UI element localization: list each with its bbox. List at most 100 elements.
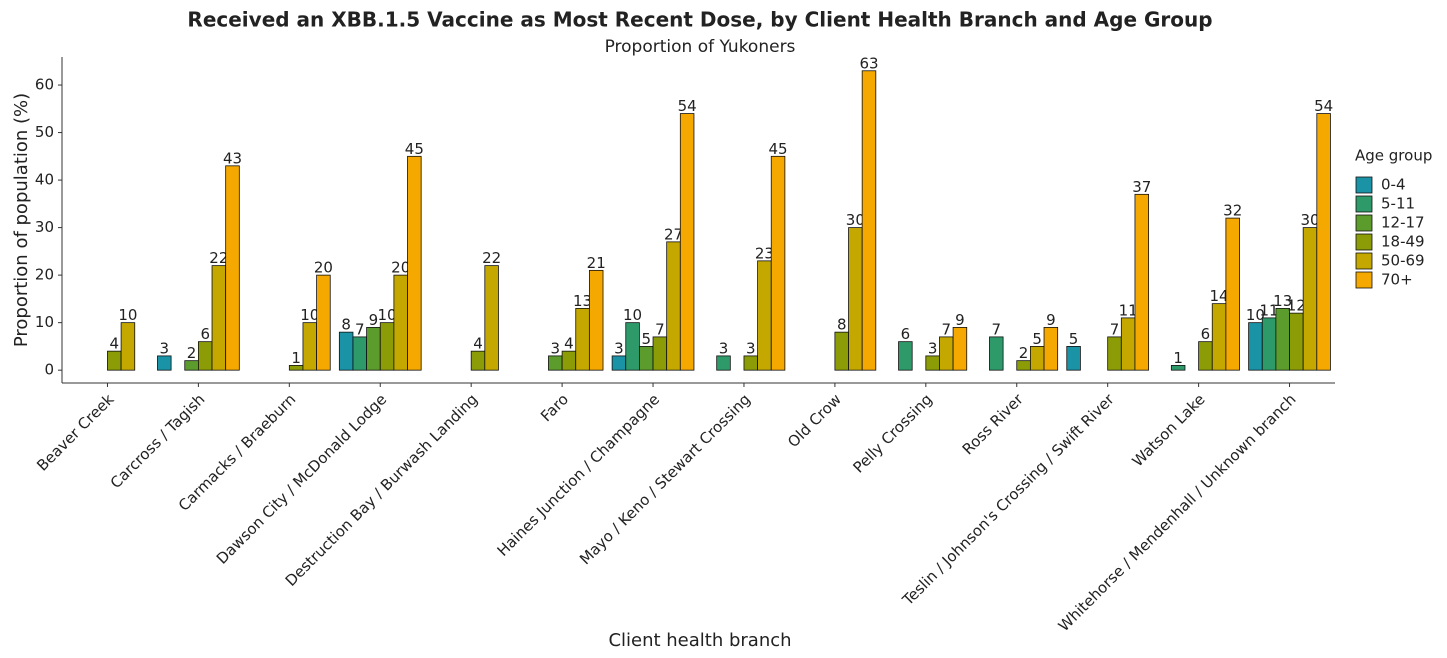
value-label: 10 — [378, 306, 397, 324]
bar — [107, 350, 122, 371]
value-label: 10 — [623, 306, 642, 324]
x-tick-label: Destruction Bay / Burwash Landing — [282, 390, 482, 590]
bar — [1043, 326, 1059, 371]
value-label: 9 — [369, 311, 379, 329]
value-label: 13 — [573, 292, 592, 310]
bar — [1120, 317, 1136, 371]
value-label: 3 — [719, 339, 729, 357]
value-label: 4 — [473, 335, 483, 353]
value-label: 5 — [641, 330, 651, 348]
bar — [1134, 193, 1149, 371]
bar — [1170, 365, 1186, 371]
x-tick-label: Teslin / Johnson's Crossing / Swift Rive… — [898, 390, 1118, 610]
bar — [1289, 312, 1304, 371]
value-label: 8 — [837, 316, 847, 334]
y-tick-label: 50 — [35, 123, 54, 141]
legend-label: 5-11 — [1381, 195, 1415, 213]
value-label: 30 — [1300, 211, 1319, 229]
bar — [1225, 217, 1240, 371]
bar — [611, 355, 627, 371]
bar — [407, 155, 422, 371]
legend-label: 70+ — [1381, 271, 1413, 289]
x-tick-label: Old Crow — [784, 390, 845, 451]
value-label: 7 — [355, 320, 365, 338]
value-label: 4 — [564, 335, 574, 353]
value-label: 1 — [1173, 349, 1183, 367]
value-label: 3 — [928, 339, 938, 357]
value-label: 43 — [223, 149, 242, 167]
bar — [575, 307, 590, 371]
x-tick-label: Carcross / Tagish — [107, 390, 209, 492]
bar — [1261, 317, 1277, 371]
chart-subtitle: Proportion of Yukoners — [605, 37, 796, 57]
bar — [157, 355, 172, 371]
y-tick-label: 30 — [35, 218, 54, 236]
legend-swatch — [1355, 176, 1373, 194]
x-tick-label: Dawson City / McDonald Lodge — [213, 390, 390, 567]
bar — [848, 227, 863, 371]
value-label: 2 — [1019, 344, 1029, 362]
bar — [211, 265, 227, 371]
value-label: 10 — [118, 306, 137, 324]
bar — [1248, 322, 1263, 371]
value-label: 20 — [314, 259, 333, 277]
value-label: 63 — [859, 54, 878, 72]
bar — [366, 326, 381, 371]
bar — [197, 341, 213, 371]
value-label: 4 — [110, 335, 120, 353]
y-tick-label: 10 — [35, 313, 54, 331]
value-label: 2 — [187, 344, 197, 362]
value-label: 23 — [755, 244, 774, 262]
value-label: 1 — [291, 349, 301, 367]
value-label: 11 — [1260, 301, 1279, 319]
bar — [302, 322, 318, 371]
bar — [925, 355, 940, 371]
bar — [225, 165, 240, 371]
value-label: 5 — [1069, 330, 1079, 348]
bar — [952, 326, 968, 371]
legend-swatch — [1355, 214, 1373, 232]
bar — [561, 350, 577, 371]
legend-label: 50-69 — [1381, 252, 1425, 270]
bar — [1211, 303, 1227, 371]
legend-swatch — [1355, 195, 1373, 213]
x-tick-label: Pelly Crossing — [850, 390, 936, 476]
bar — [757, 260, 772, 371]
value-label: 45 — [769, 140, 788, 158]
x-tick-label: Ross River — [959, 390, 1028, 459]
value-label: 10 — [300, 306, 319, 324]
y-tick-label: 40 — [35, 171, 54, 189]
bar — [1107, 336, 1122, 371]
value-label: 7 — [942, 320, 952, 338]
legend-title: Age group — [1355, 147, 1432, 165]
legend-label: 18-49 — [1381, 233, 1425, 251]
x-axis-title: Client health branch — [608, 630, 791, 651]
value-label: 14 — [1210, 287, 1229, 305]
value-label: 3 — [614, 339, 624, 357]
value-label: 45 — [405, 140, 424, 158]
bar — [1275, 307, 1290, 371]
bar — [1029, 346, 1045, 371]
value-label: 7 — [1110, 320, 1120, 338]
x-tick-label: Beaver Creek — [33, 390, 118, 475]
value-label: 54 — [678, 97, 697, 115]
value-label: 10 — [1246, 306, 1265, 324]
x-tick-label: Mayo / Keno / Stewart Crossing — [576, 390, 754, 568]
value-label: 22 — [209, 249, 228, 267]
value-label: 6 — [200, 325, 210, 343]
bar — [666, 241, 681, 371]
value-label: 30 — [846, 211, 865, 229]
bar — [484, 265, 499, 371]
value-label: 22 — [482, 249, 501, 267]
bar — [861, 70, 877, 371]
value-label: 54 — [1314, 97, 1333, 115]
bar — [770, 155, 786, 371]
bar — [743, 355, 759, 371]
value-label: 37 — [1132, 178, 1151, 196]
value-label: 7 — [655, 320, 665, 338]
x-tick-label: Faro — [537, 390, 572, 425]
value-label: 6 — [1201, 325, 1211, 343]
value-label: 8 — [341, 316, 351, 334]
value-label: 32 — [1223, 202, 1242, 220]
